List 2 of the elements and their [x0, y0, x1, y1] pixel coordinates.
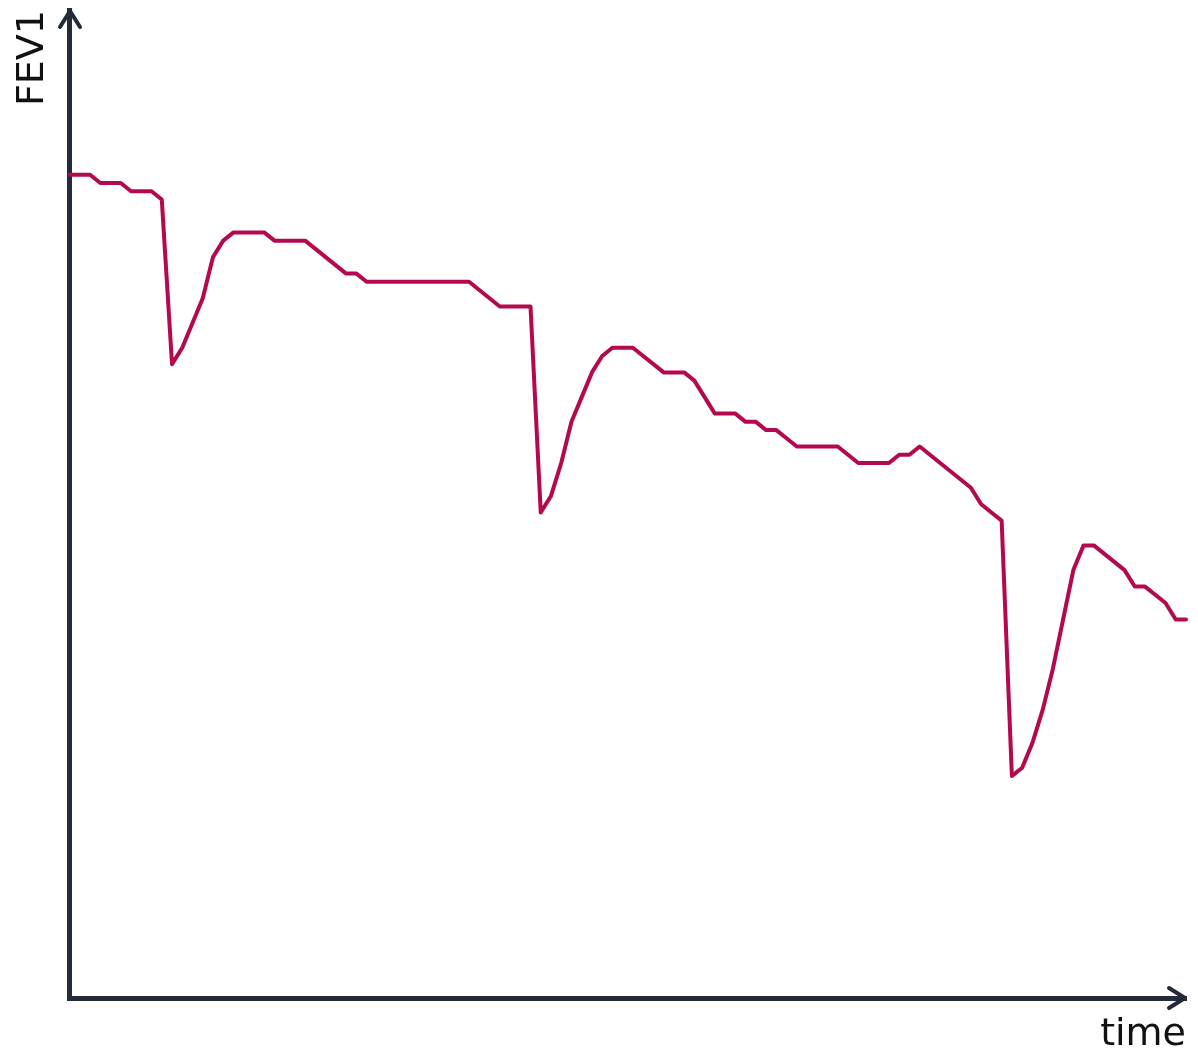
x-axis-title: time — [1100, 1010, 1186, 1055]
y-axis-title: FEV1 — [7, 10, 52, 107]
